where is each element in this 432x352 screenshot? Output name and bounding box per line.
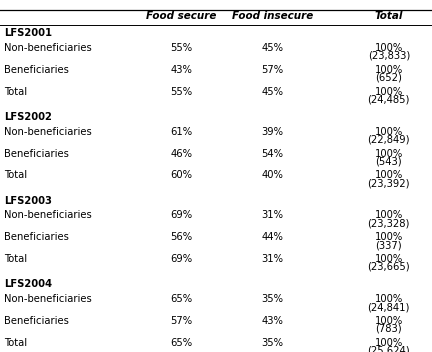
- Text: 35%: 35%: [261, 294, 283, 304]
- Text: Total: Total: [4, 87, 28, 96]
- Text: 100%: 100%: [375, 170, 403, 180]
- Text: 46%: 46%: [171, 149, 192, 158]
- Text: 57%: 57%: [261, 65, 283, 75]
- Text: 69%: 69%: [170, 210, 193, 220]
- Text: Total: Total: [4, 338, 28, 348]
- Text: 100%: 100%: [375, 316, 403, 326]
- Text: Non-beneficiaries: Non-beneficiaries: [4, 127, 92, 137]
- Text: Beneficiaries: Beneficiaries: [4, 65, 69, 75]
- Text: Non-beneficiaries: Non-beneficiaries: [4, 294, 92, 304]
- Text: 55%: 55%: [170, 87, 193, 96]
- Text: 100%: 100%: [375, 232, 403, 242]
- Text: (23,665): (23,665): [368, 262, 410, 272]
- Text: 61%: 61%: [170, 127, 193, 137]
- Text: 69%: 69%: [170, 254, 193, 264]
- Text: 100%: 100%: [375, 210, 403, 220]
- Text: 100%: 100%: [375, 43, 403, 53]
- Text: LFS2004: LFS2004: [4, 279, 52, 289]
- Text: (25,624): (25,624): [368, 346, 410, 352]
- Text: Food insecure: Food insecure: [232, 11, 313, 21]
- Text: Total: Total: [4, 170, 28, 180]
- Text: Non-beneficiaries: Non-beneficiaries: [4, 43, 92, 53]
- Text: 43%: 43%: [171, 65, 192, 75]
- Text: Beneficiaries: Beneficiaries: [4, 232, 69, 242]
- Text: 40%: 40%: [261, 170, 283, 180]
- Text: (783): (783): [375, 324, 402, 334]
- Text: 100%: 100%: [375, 254, 403, 264]
- Text: 35%: 35%: [261, 338, 283, 348]
- Text: 100%: 100%: [375, 65, 403, 75]
- Text: 54%: 54%: [261, 149, 283, 158]
- Text: 45%: 45%: [261, 87, 283, 96]
- Text: 100%: 100%: [375, 294, 403, 304]
- Text: 56%: 56%: [170, 232, 193, 242]
- Text: LFS2003: LFS2003: [4, 196, 52, 206]
- Text: 31%: 31%: [261, 210, 283, 220]
- Text: 39%: 39%: [261, 127, 283, 137]
- Text: Beneficiaries: Beneficiaries: [4, 316, 69, 326]
- Text: LFS2001: LFS2001: [4, 28, 52, 38]
- Text: 60%: 60%: [171, 170, 192, 180]
- Text: 100%: 100%: [375, 87, 403, 96]
- Text: Beneficiaries: Beneficiaries: [4, 149, 69, 158]
- Text: (23,833): (23,833): [368, 51, 410, 61]
- Text: LFS2002: LFS2002: [4, 112, 52, 122]
- Text: 55%: 55%: [170, 43, 193, 53]
- Text: (23,392): (23,392): [368, 178, 410, 188]
- Text: (22,849): (22,849): [368, 134, 410, 144]
- Text: Food secure: Food secure: [146, 11, 216, 21]
- Text: 65%: 65%: [170, 338, 193, 348]
- Text: (24,485): (24,485): [368, 94, 410, 104]
- Text: (23,328): (23,328): [368, 218, 410, 228]
- Text: Non-beneficiaries: Non-beneficiaries: [4, 210, 92, 220]
- Text: Total: Total: [4, 254, 28, 264]
- Text: (337): (337): [375, 240, 402, 250]
- Text: (24,841): (24,841): [368, 302, 410, 312]
- Text: 57%: 57%: [170, 316, 193, 326]
- Text: 43%: 43%: [261, 316, 283, 326]
- Text: 100%: 100%: [375, 127, 403, 137]
- Text: 45%: 45%: [261, 43, 283, 53]
- Text: (543): (543): [375, 156, 402, 166]
- Text: 100%: 100%: [375, 338, 403, 348]
- Text: 65%: 65%: [170, 294, 193, 304]
- Text: 31%: 31%: [261, 254, 283, 264]
- Text: 44%: 44%: [261, 232, 283, 242]
- Text: (652): (652): [375, 73, 402, 82]
- Text: Total: Total: [375, 11, 403, 21]
- Text: 100%: 100%: [375, 149, 403, 158]
